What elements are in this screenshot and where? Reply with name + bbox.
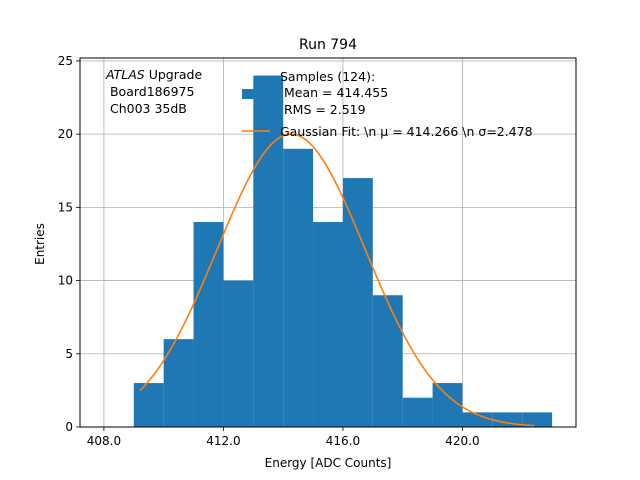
histogram-bar xyxy=(133,383,164,427)
histogram-bar xyxy=(283,148,314,428)
histogram-bar xyxy=(223,280,254,427)
y-tick-label: 10 xyxy=(58,274,73,288)
x-tick-label: 412.0 xyxy=(206,434,240,448)
legend-samples-swatch xyxy=(242,89,270,99)
x-axis-label: Energy [ADC Counts] xyxy=(265,456,392,470)
legend-samples-line-1: Samples (124): xyxy=(280,69,375,84)
y-tick-label: 0 xyxy=(65,420,73,434)
y-axis-label: Entries xyxy=(33,223,47,265)
histogram-bars xyxy=(133,75,553,428)
legend-samples-line-3: RMS = 2.519 xyxy=(280,102,366,117)
annotation-box: ATLAS Upgrade Board186975 Ch003 35dB xyxy=(105,67,202,116)
y-tick-label: 5 xyxy=(65,347,73,361)
legend-fit-label: Gaussian Fit: \n μ = 414.266 \n σ=2.478 xyxy=(280,124,533,139)
histogram-bar xyxy=(193,222,224,427)
annotation-upgrade: Upgrade xyxy=(145,67,203,82)
histogram-bar xyxy=(342,178,373,427)
legend: Samples (124): Mean = 414.455 RMS = 2.51… xyxy=(242,69,533,139)
histogram-bar xyxy=(402,397,433,427)
y-tick-label: 25 xyxy=(58,54,73,68)
y-tick-label: 20 xyxy=(58,127,73,141)
histogram-bar xyxy=(522,412,553,427)
annotation-line-3: Ch003 35dB xyxy=(106,101,187,116)
axis-ticks: 408.0 412.0 416.0 420.0 0 5 10 15 20 25 xyxy=(58,54,480,448)
y-tick-label: 15 xyxy=(58,200,73,214)
legend-samples-line-2: Mean = 414.455 xyxy=(280,85,388,100)
histogram-bar xyxy=(253,75,284,428)
plot-frame xyxy=(79,57,577,428)
gaussian-fit xyxy=(139,133,535,427)
x-tick-label: 420.0 xyxy=(445,434,479,448)
annotation-line-1: ATLAS Upgrade xyxy=(105,67,202,82)
fit-curve xyxy=(139,133,535,427)
chart-title: Run 794 xyxy=(299,37,357,53)
histogram-bar xyxy=(313,222,343,427)
x-tick-label: 408.0 xyxy=(87,434,121,448)
histogram-bar xyxy=(462,412,493,427)
x-tick-label: 416.0 xyxy=(326,434,360,448)
annotation-line-2: Board186975 xyxy=(106,84,194,99)
histogram-bar xyxy=(432,383,463,427)
histogram-bar xyxy=(372,295,403,427)
annotation-atlas: ATLAS xyxy=(105,67,145,82)
